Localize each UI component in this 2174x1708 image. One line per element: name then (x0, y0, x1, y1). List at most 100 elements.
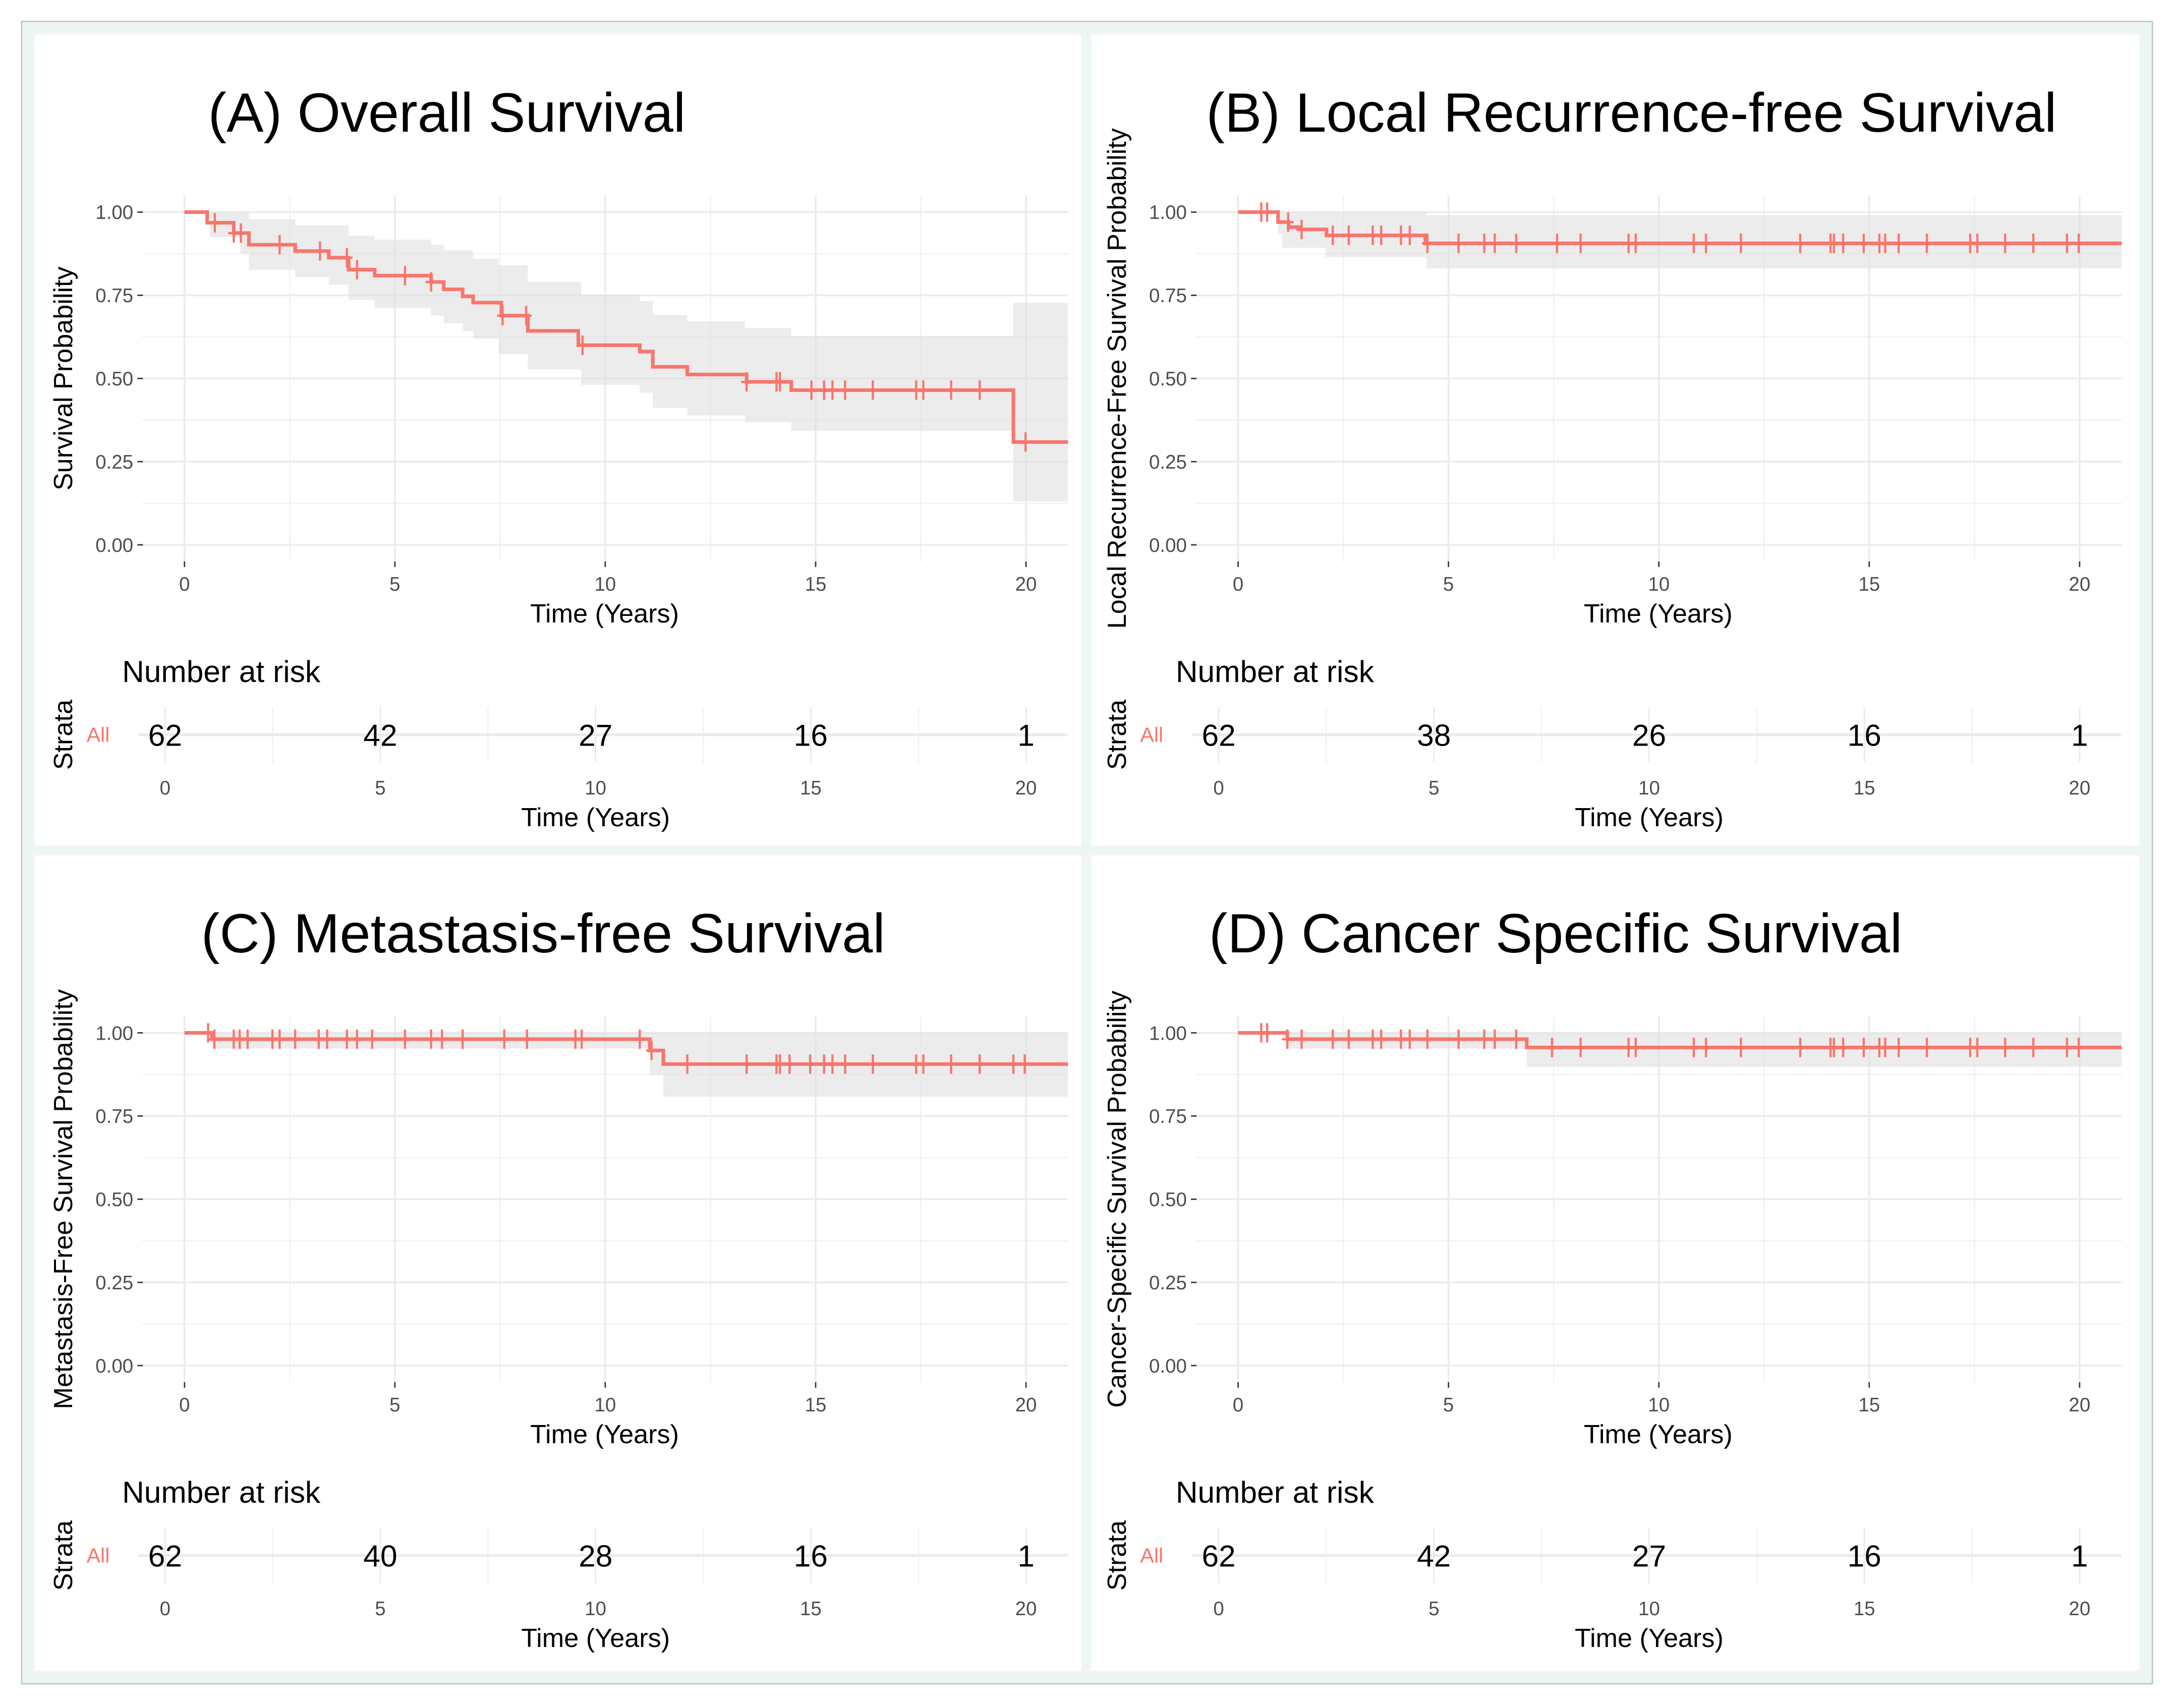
censor-mark (399, 1029, 411, 1049)
y-tick-label: 0.25 (95, 1272, 133, 1294)
risk-table-title: Number at risk (122, 654, 321, 689)
censor-mark (1688, 234, 1699, 253)
x-tick-label: 20 (2069, 1394, 2090, 1416)
risk-x-tick-label: 0 (160, 777, 170, 799)
censor-mark (1019, 1054, 1031, 1074)
censor-mark (209, 1029, 220, 1049)
censor-mark (1893, 1038, 1905, 1057)
censor-mark (839, 1054, 851, 1074)
risk-x-tick-label: 20 (2069, 1598, 2090, 1620)
censor-mark (1838, 1038, 1849, 1057)
censor-mark (1700, 234, 1712, 253)
risk-x-tick-label: 15 (1854, 1598, 1875, 1620)
risk-x-tick-label: 15 (800, 777, 822, 799)
censor-mark (209, 213, 220, 233)
risk-count: 16 (1848, 718, 1881, 753)
censor-mark (974, 380, 986, 400)
censor-mark (918, 380, 929, 400)
risk-count: 28 (579, 1539, 612, 1573)
y-axis-title: Cancer-Specific Survival Probability (1103, 991, 1132, 1408)
censor-mark (1999, 1038, 2011, 1057)
y-tick-label: 1.00 (1149, 202, 1187, 223)
censor-mark (1343, 1029, 1354, 1049)
censor-mark (2061, 1038, 2073, 1057)
censor-mark (867, 1054, 879, 1074)
censor-mark (805, 1054, 816, 1074)
x-tick-label: 15 (1858, 1394, 1880, 1416)
strata-group-label: All (87, 1544, 110, 1567)
risk-count: 62 (1202, 1539, 1235, 1573)
risk-x-axis-title: Time (Years) (1575, 803, 1724, 832)
x-axis-title: Time (Years) (1584, 599, 1733, 629)
risk-x-tick-label: 15 (1854, 777, 1875, 799)
risk-x-tick-label: 5 (375, 777, 385, 799)
y-tick-label: 0.75 (95, 1106, 133, 1127)
panel-c: (C) Metastasis-free Survival 0.00 0.25 0.50… (34, 855, 1082, 1671)
censor-mark (1008, 1054, 1019, 1074)
censor-mark (1296, 219, 1307, 240)
censor-mark (436, 1029, 448, 1049)
risk-count: 42 (1417, 1539, 1451, 1573)
y-tick-label: 0.75 (1149, 285, 1187, 307)
censor-mark (2073, 234, 2085, 253)
risk-x-tick-label: 20 (1015, 1598, 1037, 1620)
survival-curve (184, 210, 1068, 444)
censor-mark (1489, 234, 1501, 253)
censor-mark (1327, 1029, 1339, 1049)
censor-mark (784, 1054, 795, 1074)
censor-mark (1421, 234, 1433, 253)
censor-mark (1376, 225, 1387, 245)
censor-mark (1262, 1023, 1273, 1043)
censor-mark (521, 306, 532, 325)
censor-mark (1575, 1038, 1586, 1057)
y-tick-label: 0.75 (1149, 1106, 1187, 1127)
censor-mark (1630, 1038, 1641, 1057)
censor-mark (867, 380, 879, 400)
censor-mark (1453, 1029, 1464, 1049)
censor-mark (2028, 234, 2039, 253)
censor-mark (1999, 234, 2011, 253)
censor-mark (366, 1029, 378, 1049)
censor-mark (2028, 1038, 2039, 1057)
risk-table-title: Number at risk (1176, 654, 1375, 689)
x-tick-label: 10 (1648, 574, 1670, 595)
strata-label: Strata (49, 699, 78, 770)
strata-group-label: All (1140, 1544, 1163, 1567)
panel-background (1091, 855, 2140, 1671)
y-tick-label: 0.50 (1149, 368, 1187, 390)
y-tick-label: 0.25 (1149, 451, 1187, 473)
censor-mark (341, 248, 353, 268)
censor-mark (351, 260, 363, 279)
censor-mark (827, 380, 838, 400)
censor-mark (1376, 1029, 1387, 1049)
censor-mark (1282, 1029, 1293, 1049)
y-tick-label: 0.00 (95, 535, 133, 556)
censor-mark (1828, 234, 1840, 253)
x-tick-label: 15 (1858, 574, 1880, 595)
censor-mark (235, 223, 247, 243)
censor-mark (1879, 234, 1891, 253)
x-tick-label: 20 (2069, 574, 2090, 595)
x-tick-label: 0 (179, 574, 190, 595)
censor-mark (425, 272, 437, 292)
censor-mark (2061, 234, 2073, 253)
censor-mark (1794, 1038, 1806, 1057)
censor-mark (457, 1029, 469, 1049)
censor-mark (1327, 225, 1339, 245)
x-tick-label: 5 (1443, 1394, 1454, 1416)
risk-count: 27 (579, 718, 612, 753)
censor-mark (1478, 1029, 1490, 1049)
x-tick-label: 0 (1233, 1394, 1243, 1416)
x-axis-title: Time (Years) (530, 599, 679, 629)
x-axis-title: Time (Years) (530, 1420, 679, 1449)
x-tick-label: 10 (1648, 1394, 1670, 1416)
censor-mark (290, 1029, 301, 1049)
risk-count: 40 (363, 1539, 397, 1573)
censor-mark (1296, 1029, 1307, 1049)
risk-count: 27 (1632, 1539, 1666, 1573)
risk-x-axis-title: Time (Years) (521, 803, 670, 832)
x-tick-label: 0 (179, 1394, 190, 1416)
censor-mark (1546, 1038, 1558, 1057)
risk-x-tick-label: 0 (160, 1598, 170, 1620)
censor-mark (974, 1054, 986, 1074)
